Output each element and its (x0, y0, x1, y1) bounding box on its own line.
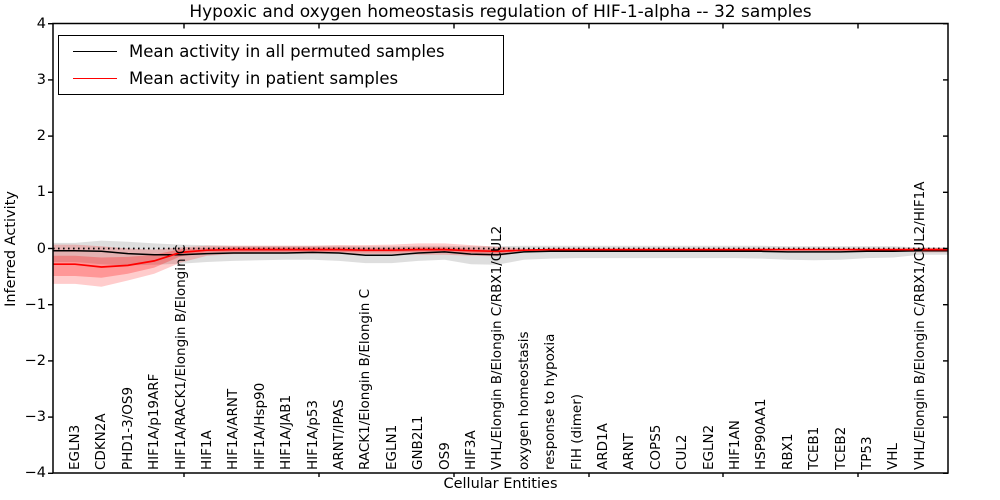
series-group (53, 240, 948, 287)
x-tick-label: RACK1/Elongin B/Elongin C (357, 288, 374, 470)
y-tick-label: 2 (36, 128, 46, 145)
x-tick-label: TCEB2 (832, 426, 849, 470)
x-tick-label: HIF1A/p19ARF (146, 373, 163, 470)
x-tick-label: OS9 (436, 442, 453, 470)
x-tick-label: GNB2L1 (410, 415, 427, 470)
legend-label-permuted: Mean activity in all permuted samples (129, 42, 445, 61)
x-tick-label: HIF1A (199, 430, 215, 470)
tick-marks (48, 23, 948, 477)
y-tick-label: 4 (36, 15, 46, 32)
x-tick-label: oxygen homeostasis (515, 331, 532, 471)
x-tick-label: EGLN2 (700, 424, 717, 470)
x-tick-label: ARNT (621, 433, 638, 470)
x-tick-label: HIF1A/JAB1 (278, 394, 295, 470)
x-tick-label: ARD1A (595, 423, 611, 470)
y-tick-label: 1 (36, 184, 46, 201)
x-tick-label: HSP90AA1 (753, 398, 770, 470)
x-tick-label: response to hypoxia (542, 333, 559, 470)
legend-entry-permuted: Mean activity in all permuted samples (59, 42, 503, 62)
y-tick-label: −2 (24, 352, 46, 369)
x-tick-label: HIF1A/ARNT (225, 388, 242, 470)
x-tick-label: HIF1A/Hsp90 (251, 382, 268, 470)
x-tick-label: HIF1A/RACK1/Elongin B/Elongin C (172, 244, 189, 470)
x-tick-label: HIF3A (463, 430, 479, 470)
x-tick-label: VHL (885, 443, 902, 470)
y-tick-label: 0 (36, 240, 46, 257)
legend-line-sample-red-icon (73, 78, 117, 79)
x-tick-label: ARNT/IPAS (331, 399, 347, 470)
patient-confidence-band-outer (53, 243, 948, 287)
x-tick-label: HIF1AN (727, 420, 743, 470)
legend-entry-patient: Mean activity in patient samples (59, 69, 503, 89)
y-tick-label: −4 (24, 465, 46, 482)
x-tick-label: EGLN3 (67, 424, 83, 470)
patient-mean-line (53, 248, 948, 268)
x-tick-label: PHD1-3/OS9 (119, 386, 136, 470)
x-tick-label: EGLN1 (383, 424, 400, 470)
x-tick-label: VHL/Elongin B/Elongin C/RBX1/CUL2/HIF1A (911, 181, 928, 470)
x-tick-label: CDKN2A (93, 413, 110, 470)
legend: Mean activity in all permuted samples Me… (58, 35, 504, 95)
y-tick-label: −3 (24, 409, 46, 426)
x-tick-label: TCEB1 (806, 426, 823, 470)
x-tick-label: COPS5 (647, 424, 664, 470)
permuted-confidence-band (53, 240, 948, 266)
x-tick-label: FIH (dimer) (568, 393, 585, 470)
legend-label-patient: Mean activity in patient samples (129, 69, 399, 88)
legend-line-sample-black-icon (73, 51, 117, 52)
y-tick-label: 3 (36, 71, 46, 88)
x-tick-label: VHL/Elongin B/Elongin C/RBX1/CUL2 (489, 225, 506, 470)
y-tick-label: −1 (24, 296, 46, 313)
x-tick-label: HIF1A/p53 (304, 399, 321, 470)
x-tick-label: CUL2 (674, 434, 691, 470)
x-tick-label: TP53 (859, 436, 875, 470)
plot-title: Hypoxic and oxygen homeostasis regulatio… (189, 2, 812, 22)
x-axis-label: Cellular Entities (443, 476, 558, 492)
permuted-mean-line (53, 249, 948, 256)
x-tick-label: RBX1 (779, 433, 796, 470)
